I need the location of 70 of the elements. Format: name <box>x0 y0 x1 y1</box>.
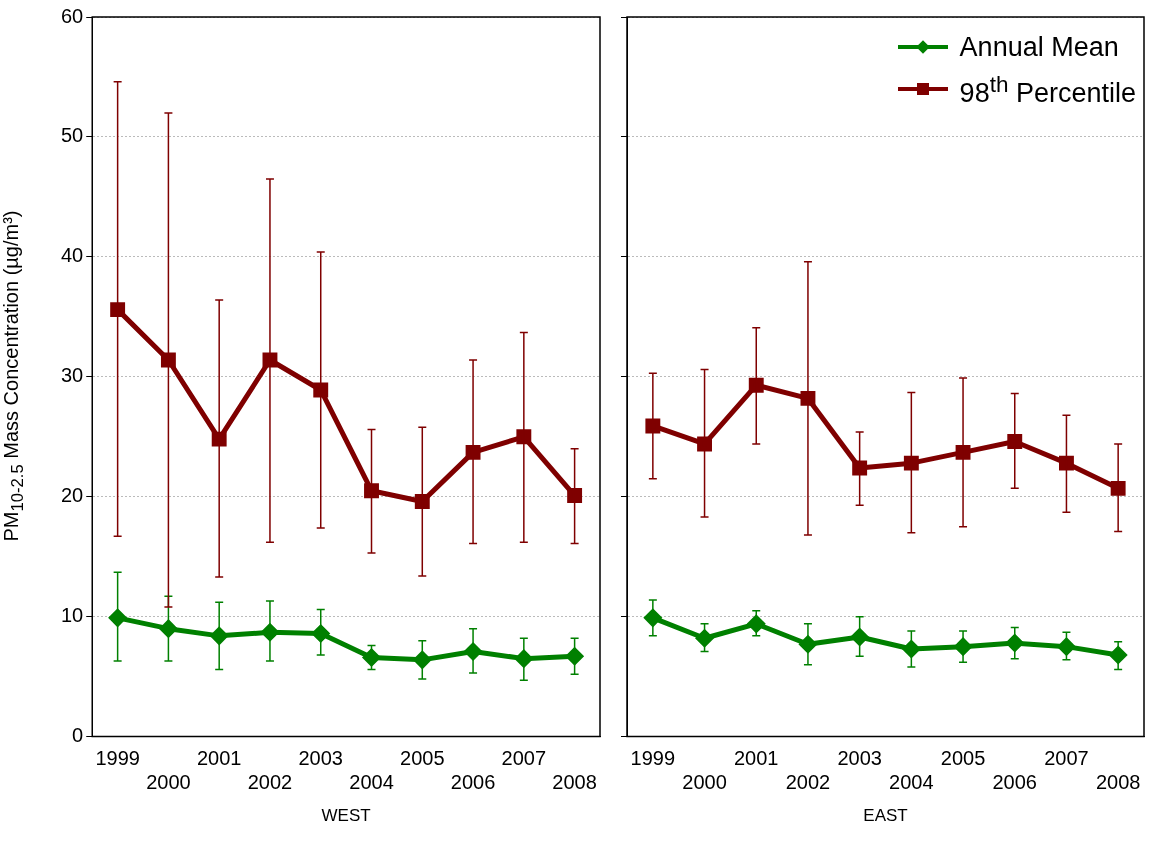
x-tick-label: 2007 <box>1044 747 1089 770</box>
point <box>902 640 920 658</box>
x-tick-label: 2006 <box>992 771 1037 794</box>
point <box>110 302 126 318</box>
point <box>516 429 532 445</box>
y-tick-label: 60 <box>61 4 84 27</box>
y-tick-label: 40 <box>61 244 84 267</box>
x-tick-label: 2003 <box>298 747 343 770</box>
point <box>852 460 868 476</box>
x-tick-label: 2002 <box>247 771 293 794</box>
x-tick-label: 1999 <box>95 747 140 770</box>
x-tick-label: 2008 <box>1095 771 1141 794</box>
x-tick-label: 2001 <box>734 747 779 770</box>
y-tick-label: 30 <box>61 364 84 387</box>
y-tick-label: 20 <box>61 484 84 507</box>
x-tick-label: 2005 <box>940 747 986 770</box>
y-tick-label: 50 <box>61 124 84 147</box>
point <box>645 418 661 434</box>
point <box>364 483 379 499</box>
legend-label: 98$^{th}$ Percentile <box>959 71 1136 110</box>
x-tick-label: 2007 <box>501 747 547 770</box>
point <box>159 620 177 638</box>
x-tick-label: 1999 <box>630 747 676 770</box>
point <box>313 382 329 398</box>
point <box>1006 634 1024 652</box>
x-tick-label: 2000 <box>682 771 727 794</box>
x-tick-label: 2004 <box>889 771 934 794</box>
point <box>851 628 869 646</box>
x-tick-label: 2002 <box>785 771 831 794</box>
y-tick-label: 10 <box>61 604 84 627</box>
point <box>799 635 817 653</box>
point <box>465 444 481 460</box>
point <box>903 455 919 471</box>
point <box>644 609 662 627</box>
point <box>748 377 764 393</box>
point <box>1057 638 1075 656</box>
point <box>515 650 533 668</box>
point <box>414 494 430 509</box>
point <box>697 436 712 452</box>
point <box>1109 646 1127 664</box>
x-tick-label: 2001 <box>196 747 242 770</box>
x-tick-label: 2000 <box>146 771 191 794</box>
point <box>464 642 482 660</box>
point <box>747 615 765 633</box>
point <box>312 624 330 642</box>
point <box>567 488 583 503</box>
point <box>954 638 972 656</box>
x-tick-label: 2006 <box>450 771 496 794</box>
y-tick-label: 0 <box>72 724 84 747</box>
x-axis-title: WEST <box>321 806 371 826</box>
point <box>160 352 176 368</box>
point <box>413 651 431 669</box>
point <box>210 627 228 645</box>
point <box>696 629 714 647</box>
x-axis-title: EAST <box>863 806 908 826</box>
point <box>1110 480 1126 496</box>
point <box>566 647 584 665</box>
point <box>109 609 127 627</box>
point <box>800 390 816 406</box>
point <box>1007 434 1023 450</box>
point <box>1059 455 1074 471</box>
point <box>211 431 227 447</box>
x-tick-label: 2003 <box>837 747 882 770</box>
x-tick-label: 2008 <box>552 771 597 794</box>
x-tick-label: 2004 <box>349 771 394 794</box>
x-tick-label: 2005 <box>400 747 445 770</box>
legend-label: Annual Mean <box>959 31 1119 64</box>
point <box>955 444 971 460</box>
point <box>363 648 381 666</box>
point <box>261 623 279 641</box>
